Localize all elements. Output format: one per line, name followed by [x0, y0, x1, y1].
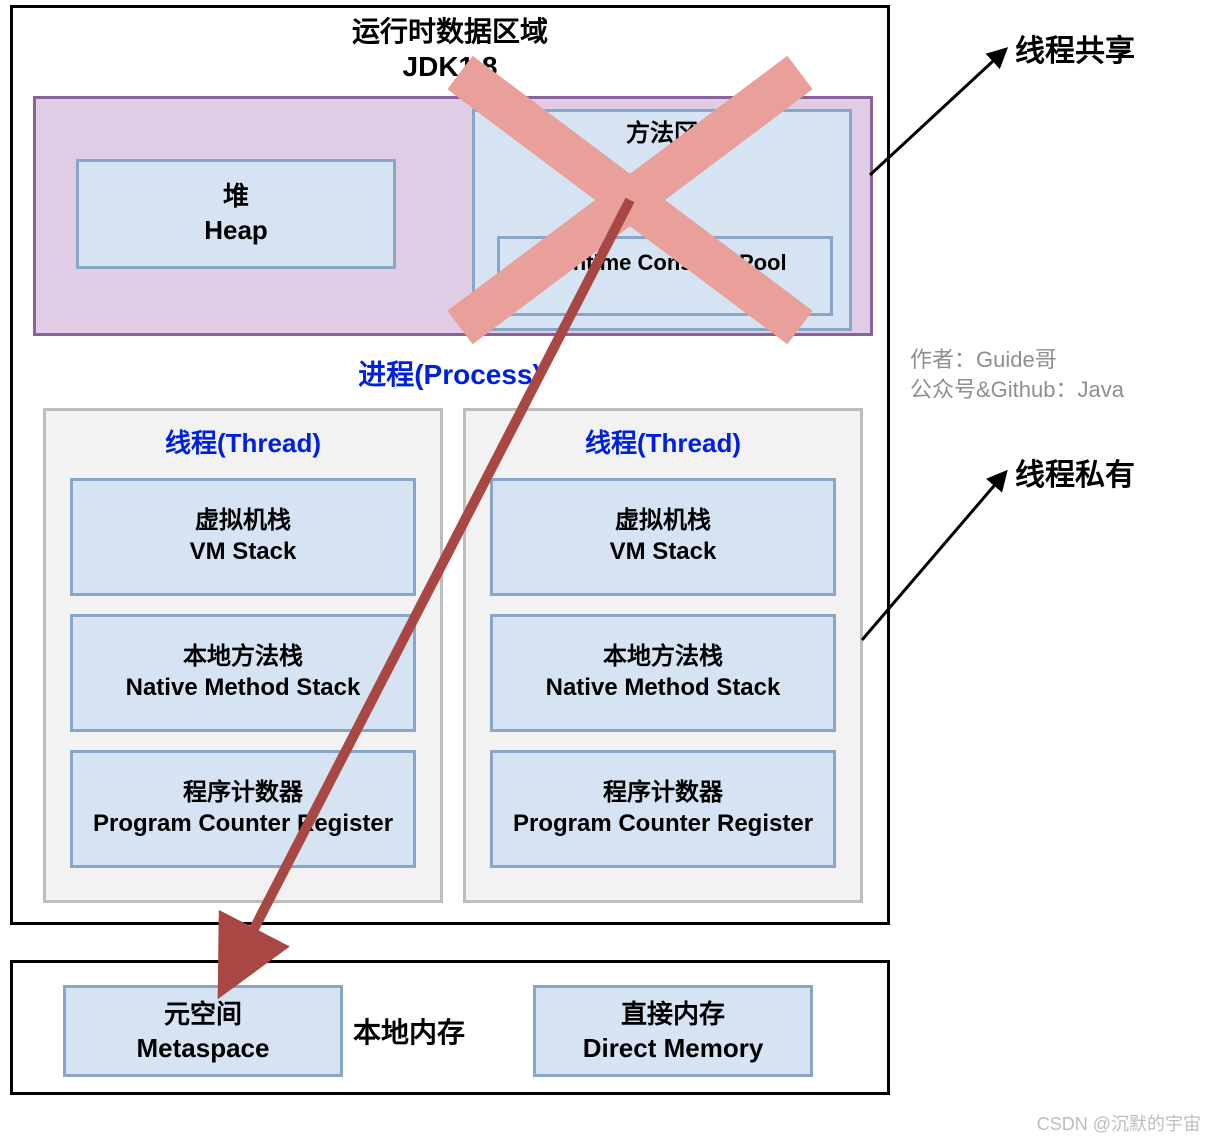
leader-line-shared [870, 50, 1005, 175]
thread-box-1: 线程(Thread) 虚拟机栈 VM Stack 本地方法栈 Native Me… [43, 408, 443, 903]
author-credit: 作者：Guide哥 公众号&Github：Java [910, 345, 1124, 404]
constant-pool-label-en: Runtime Constant Pool [500, 249, 830, 277]
diagram-title: 运行时数据区域 JDK1.8 [13, 14, 887, 84]
method-area-label-cn: 方法区 [475, 120, 849, 149]
thread-private-label: 线程私有 [1015, 450, 1135, 494]
native-stack-cn-2: 本地方法栈 [493, 641, 833, 672]
direct-memory-box: 直接内存 Direct Memory [533, 985, 813, 1077]
author-line1: 作者：Guide哥 [910, 347, 1057, 372]
metaspace-en: Metaspace [66, 1032, 340, 1066]
metaspace-box: 元空间 Metaspace [63, 985, 343, 1077]
local-memory-label: 本地内存 [353, 1011, 465, 1051]
method-area-box: 方法区 Runtime Constant Pool [472, 109, 852, 331]
vm-stack-en-2: VM Stack [493, 536, 833, 567]
pc-register-box-2: 程序计数器 Program Counter Register [490, 750, 836, 868]
native-stack-box-2: 本地方法栈 Native Method Stack [490, 614, 836, 732]
title-cn: 运行时数据区域 [13, 14, 887, 49]
runtime-constant-pool-box: Runtime Constant Pool [497, 236, 833, 316]
thread-shared-label: 线程共享 [1015, 26, 1135, 70]
watermark: CSDN @沉默的宇宙 [1037, 1110, 1201, 1136]
author-line2: 公众号&Github：Java [910, 377, 1124, 402]
direct-memory-en: Direct Memory [536, 1032, 810, 1066]
vm-stack-cn: 虚拟机栈 [73, 505, 413, 536]
native-stack-en-2: Native Method Stack [493, 672, 833, 703]
pc-register-en: Program Counter Register [73, 808, 413, 839]
pc-register-box-1: 程序计数器 Program Counter Register [70, 750, 416, 868]
thread-shared-region: 堆 Heap 方法区 Runtime Constant Pool [33, 96, 873, 336]
vm-stack-en: VM Stack [73, 536, 413, 567]
direct-memory-cn: 直接内存 [536, 998, 810, 1032]
pc-register-cn: 程序计数器 [73, 777, 413, 808]
native-stack-box-1: 本地方法栈 Native Method Stack [70, 614, 416, 732]
pc-register-cn-2: 程序计数器 [493, 777, 833, 808]
process-label: 进程(Process) [13, 353, 887, 393]
title-en: JDK1.8 [13, 49, 887, 84]
native-stack-cn: 本地方法栈 [73, 641, 413, 672]
vm-stack-cn-2: 虚拟机栈 [493, 505, 833, 536]
heap-box: 堆 Heap [76, 159, 396, 269]
runtime-data-area-container: 运行时数据区域 JDK1.8 堆 Heap 方法区 Runtime Consta… [10, 5, 890, 925]
vm-stack-box-2: 虚拟机栈 VM Stack [490, 478, 836, 596]
thread-title-2: 线程(Thread) [466, 423, 860, 460]
local-memory-container: 元空间 Metaspace 本地内存 直接内存 Direct Memory [10, 960, 890, 1095]
heap-label-en: Heap [79, 214, 393, 248]
pc-register-en-2: Program Counter Register [493, 808, 833, 839]
thread-box-2: 线程(Thread) 虚拟机栈 VM Stack 本地方法栈 Native Me… [463, 408, 863, 903]
metaspace-cn: 元空间 [66, 998, 340, 1032]
native-stack-en: Native Method Stack [73, 672, 413, 703]
vm-stack-box-1: 虚拟机栈 VM Stack [70, 478, 416, 596]
thread-title-1: 线程(Thread) [46, 423, 440, 460]
heap-label-cn: 堆 [79, 180, 393, 214]
